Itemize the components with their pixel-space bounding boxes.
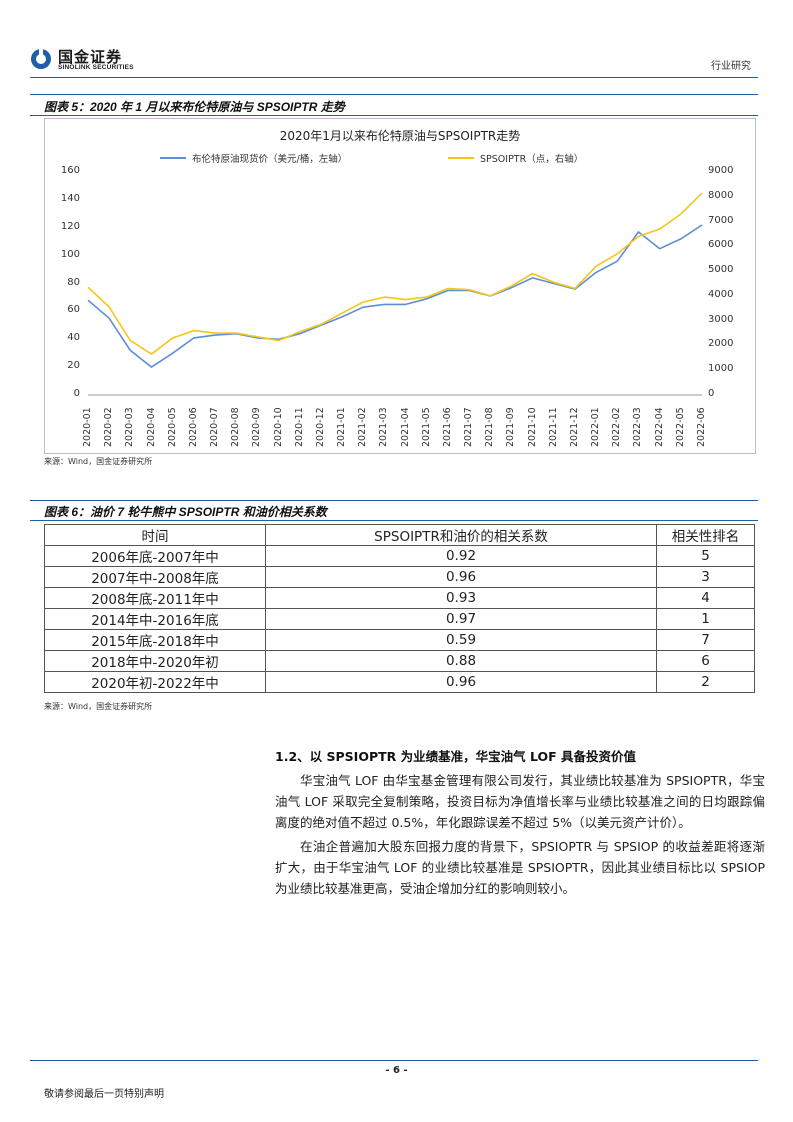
table-header-row: 时间 SPSOIPTR和油价的相关系数 相关性排名 <box>44 524 755 546</box>
y-right-tick-label: 5000 <box>708 264 734 276</box>
cell-period: 2020年初-2022年中 <box>44 671 266 693</box>
series-line-spsioptr <box>87 192 703 355</box>
cell-correlation: 0.59 <box>265 629 657 651</box>
cell-correlation: 0.97 <box>265 608 657 630</box>
cell-correlation: 0.92 <box>265 545 657 567</box>
cell-period: 2018年中-2020年初 <box>44 650 266 672</box>
paragraph-2: 在油企普遍加大股东回报力度的背景下，SPSIOPTR 与 SPSIOP 的收益差… <box>275 839 765 896</box>
disclaimer-note: 敬请参阅最后一页特别声明 <box>44 1089 164 1100</box>
y-left-tick-label: 0 <box>73 388 80 399</box>
table-row: 2008年底-2011年中 0.93 4 <box>44 587 755 609</box>
y-left-tick-label: 140 <box>60 192 80 204</box>
y-left-tick-label: 160 <box>60 165 80 176</box>
header-correlation: SPSOIPTR和油价的相关系数 <box>265 524 657 546</box>
cell-rank: 4 <box>656 587 755 609</box>
cell-rank: 3 <box>656 566 755 588</box>
fig6-caption: 图表 6：油价 7 轮牛熊中 SPSOIPTR 和油价相关系数 <box>44 505 327 519</box>
fig6-source: 来源：Wind，国金证券研究所 <box>44 702 153 711</box>
cell-correlation: 0.88 <box>265 650 657 672</box>
header-period: 时间 <box>44 524 266 546</box>
cell-rank: 1 <box>656 608 755 630</box>
cell-correlation: 0.96 <box>265 566 657 588</box>
table-body: 2006年底-2007年中 0.92 5 2007年中-2008年底 0.96 3 2008… <box>44 545 755 693</box>
y-left-tick-label: 60 <box>67 304 80 316</box>
cell-period: 2014年中-2016年底 <box>44 608 266 630</box>
legend-spsioptr-swatch <box>448 157 474 159</box>
sinolink-logo-icon <box>31 49 51 69</box>
y-left-tick-label: 20 <box>67 360 80 372</box>
y-right-tick-label: 1000 <box>708 363 734 375</box>
cell-period: 2008年底-2011年中 <box>44 587 266 609</box>
chart-frame <box>44 118 756 454</box>
legend-brent-swatch <box>160 157 186 159</box>
cell-correlation: 0.93 <box>265 587 657 609</box>
cell-period: 2006年底-2007年中 <box>44 545 266 567</box>
y-right-tick-label: 3000 <box>708 313 734 325</box>
cell-rank: 2 <box>656 671 755 693</box>
y-right-tick-label: 9000 <box>708 165 734 176</box>
cell-rank: 7 <box>656 629 755 651</box>
legend-brent-label: 布伦特原油现货价（美元/桶，左轴） <box>192 154 348 165</box>
cell-rank: 5 <box>656 545 755 567</box>
y-left-tick-label: 40 <box>67 332 80 344</box>
paragraph-1: 华宝油气 LOF 由华宝基金管理有限公司发行，其业绩比较基准为 SPSIOPTR… <box>275 773 765 830</box>
header-rank: 相关性排名 <box>656 524 755 546</box>
fig6-bottom-rule <box>30 520 758 521</box>
header-divider <box>30 77 758 78</box>
page-number: - 6 - <box>385 1065 408 1076</box>
correlation-table: 时间 SPSOIPTR和油价的相关系数 相关性排名 2006年底-2007年中 0… <box>44 524 755 693</box>
cell-correlation: 0.96 <box>265 671 657 693</box>
table-row: 2020年初-2022年中 0.96 2 <box>44 671 755 693</box>
chart-title: 2020年1月以来布伦特原油与SPSOIPTR走势 <box>279 129 521 143</box>
legend-spsioptr-label: SPSOIPTR（点，右轴） <box>480 154 584 165</box>
y-left-tick-label: 100 <box>60 248 80 260</box>
series-line-brent <box>87 224 703 368</box>
y-right-tick-label: 2000 <box>708 338 734 350</box>
y-left-tick-label: 80 <box>67 276 80 288</box>
logo-en-text: SINOLINK SECURITIES <box>58 64 134 71</box>
table-row: 2007年中-2008年底 0.96 3 <box>44 566 755 588</box>
logo-cn-text: 国金证券 <box>58 48 123 66</box>
fig5-top-rule <box>30 94 758 95</box>
table-row: 2014年中-2016年底 0.97 1 <box>44 608 755 630</box>
cell-period: 2007年中-2008年底 <box>44 566 266 588</box>
legend-brent: 布伦特原油现货价（美元/桶，左轴） <box>160 151 347 165</box>
table-row: 2006年底-2007年中 0.92 5 <box>44 545 755 567</box>
cell-period: 2015年底-2018年中 <box>44 629 266 651</box>
fig6-top-rule <box>30 500 758 501</box>
y-right-tick-label: 4000 <box>708 288 734 300</box>
report-category: 行业研究 <box>711 61 751 72</box>
y-right-tick-label: 0 <box>708 388 715 399</box>
fig5-caption: 图表 5：2020 年 1 月以来布伦特原油与 SPSOIPTR 走势 <box>44 100 345 114</box>
table-row: 2018年中-2020年初 0.88 6 <box>44 650 755 672</box>
y-right-tick-label: 8000 <box>708 189 734 201</box>
table-row: 2015年底-2018年中 0.59 7 <box>44 629 755 651</box>
line-chart <box>87 192 703 396</box>
cell-rank: 6 <box>656 650 755 672</box>
section-title: 1.2、以 SPSIOPTR 为业绩基准，华宝油气 LOF 具备投资价值 <box>275 749 636 764</box>
y-right-tick-label: 7000 <box>708 214 734 226</box>
y-right-tick-label: 6000 <box>708 239 734 251</box>
fig5-source: 来源：Wind，国金证券研究所 <box>44 457 153 466</box>
legend-spsioptr: SPSOIPTR（点，右轴） <box>448 151 583 165</box>
y-left-tick-label: 120 <box>60 220 80 232</box>
footer-divider <box>30 1060 758 1061</box>
fig5-bottom-rule <box>30 115 758 116</box>
